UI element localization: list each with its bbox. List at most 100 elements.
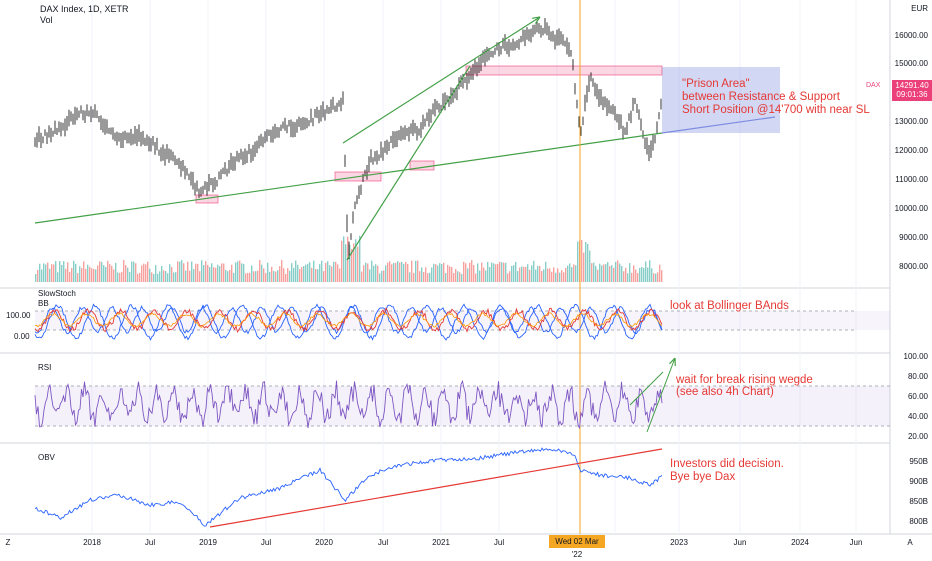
volume-bar — [35, 273, 37, 282]
volume-bar — [269, 271, 271, 282]
volume-bar — [281, 260, 283, 282]
rsi-title: RSI — [38, 363, 52, 372]
currency-label: EUR — [911, 4, 928, 13]
volume-bar — [239, 260, 241, 282]
volume-bar — [371, 260, 373, 282]
volume-bar — [391, 264, 393, 282]
volume-bar — [115, 262, 117, 282]
volume-bar — [457, 271, 459, 282]
volume-bar — [657, 272, 659, 282]
volume-bar — [571, 267, 573, 282]
annotation-wedge-2[interactable]: (see also 4h Chart) — [676, 386, 774, 398]
volume-bar — [61, 264, 63, 282]
volume-bar — [633, 265, 635, 282]
volume-bar — [655, 273, 657, 282]
volume-bar — [421, 267, 423, 282]
volume-bar — [607, 262, 609, 282]
volume-bar — [603, 264, 605, 282]
annotation-wedge-1[interactable]: wait for break rising wegde — [676, 374, 813, 386]
volume-bar — [441, 264, 443, 282]
support-trendline — [34, 132, 663, 224]
volume-bar — [265, 273, 267, 282]
volume-bar — [359, 235, 361, 282]
volume-bar — [615, 261, 617, 282]
volume-bar — [293, 267, 295, 282]
volume-bar — [419, 271, 421, 282]
volume-bar — [81, 268, 83, 282]
annotation-prison-1[interactable]: "Prison Area" — [682, 78, 750, 90]
annotation-prison-2[interactable]: between Resistance & Support — [682, 91, 840, 103]
volume-bar — [337, 264, 339, 282]
volume-bar — [217, 264, 219, 282]
volume-bar — [309, 262, 311, 282]
volume-bar — [409, 272, 411, 282]
volume-bar — [273, 271, 275, 282]
volume-bar — [569, 263, 571, 282]
annotation-obv-1[interactable]: Investors did decision. — [670, 458, 784, 470]
bollinger-band-lower — [34, 303, 663, 341]
volume-bar — [137, 273, 139, 282]
time-label: 2021 — [432, 538, 450, 547]
volume-bar — [621, 266, 623, 282]
obv-tick: 950B — [909, 457, 928, 466]
volume-bar — [365, 262, 367, 282]
volume-bar — [75, 263, 77, 282]
volume-bar — [97, 265, 99, 282]
volume-bar — [47, 262, 49, 282]
volume-bar — [581, 240, 583, 282]
volume-bar — [161, 266, 163, 282]
volume-bar — [375, 264, 377, 282]
volume-bar — [209, 267, 211, 282]
volume-bar — [485, 270, 487, 282]
volume-bar — [227, 271, 229, 282]
volume-bar — [37, 269, 39, 282]
volume-bar — [527, 264, 529, 282]
annotation-bollinger[interactable]: look at Bollinger BAnds — [670, 300, 789, 312]
wedge-line — [646, 357, 676, 433]
volume-bar — [343, 236, 345, 282]
volume-bar — [605, 264, 607, 282]
volume-bar — [211, 263, 213, 282]
volume-bar — [495, 264, 497, 282]
volume-bar — [317, 269, 319, 282]
volume-bar — [405, 261, 407, 282]
volume-bar — [627, 273, 629, 282]
volume-bar — [619, 263, 621, 282]
volume-bar — [535, 269, 537, 282]
rsi-tick: 60.00 — [907, 392, 928, 401]
volume-bar — [201, 260, 203, 282]
volume-bar — [89, 266, 91, 282]
obv-line — [34, 447, 663, 527]
volume-bar — [367, 263, 369, 282]
annotation-obv-2[interactable]: Bye bye Dax — [670, 471, 736, 483]
volume-bar — [133, 261, 135, 282]
volume-bar — [153, 273, 155, 282]
time-label: Jul — [144, 538, 156, 547]
volume-bar — [453, 273, 455, 282]
wedge-line — [629, 371, 664, 406]
volume-bar — [477, 263, 479, 282]
volume-bar — [631, 272, 633, 282]
volume-bar — [275, 271, 277, 282]
volume-bar — [417, 260, 419, 282]
volume-bar — [163, 270, 165, 282]
volume-bar — [289, 270, 291, 282]
annotation-prison-3[interactable]: Short Position @14'700 with near SL — [682, 104, 870, 116]
volume-bar — [193, 269, 195, 282]
volume-bar — [661, 270, 663, 282]
arrow-head — [669, 357, 676, 367]
volume-bar — [149, 268, 151, 282]
volume-bar — [235, 262, 237, 282]
price-tick: 15000.00 — [894, 59, 928, 68]
volume-bar — [537, 265, 539, 282]
volume-bar — [41, 269, 43, 282]
volume-bar — [499, 261, 501, 282]
volume-bar — [147, 261, 149, 282]
volume-bar — [521, 266, 523, 282]
volume-bar — [223, 263, 225, 282]
time-label: Jun — [733, 538, 747, 547]
volume-bar — [189, 270, 191, 282]
volume-bar — [575, 265, 577, 282]
volume-bar — [195, 263, 197, 282]
